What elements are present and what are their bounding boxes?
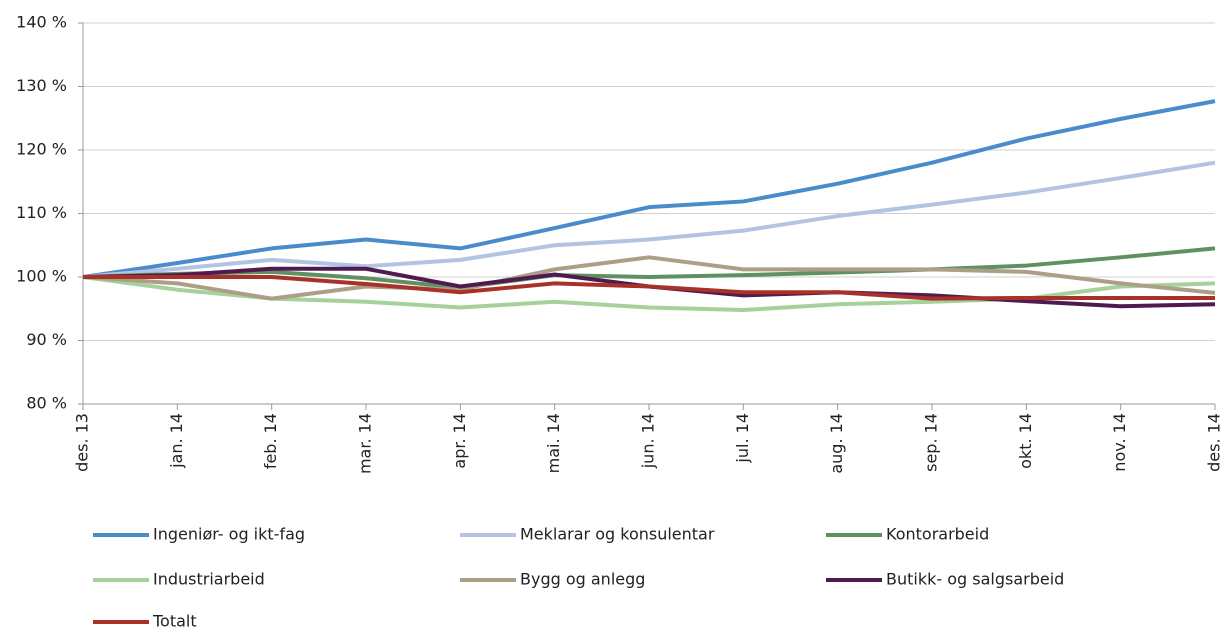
x-tick-label: feb. 14 <box>261 413 280 469</box>
series-line <box>82 275 1216 313</box>
x-tick-label: apr. 14 <box>450 413 469 469</box>
legend-label: Totalt <box>152 612 197 631</box>
legend-label: Industriarbeid <box>153 570 265 589</box>
y-tick-label: 100 % <box>16 267 67 286</box>
y-tick-label: 90 % <box>26 330 67 349</box>
legend-label: Ingeniør- og ikt-fag <box>153 525 305 544</box>
series-line <box>82 99 1216 279</box>
y-tick-label: 140 % <box>16 13 67 32</box>
legend-label: Butikk- og salgsarbeid <box>886 570 1064 589</box>
x-tick-label: jan. 14 <box>167 413 186 469</box>
x-tick-label: nov. 14 <box>1110 413 1129 472</box>
legend-label: Bygg og anlegg <box>520 570 645 589</box>
x-tick-label: des. 14 <box>1205 413 1224 472</box>
x-tick-label: aug. 14 <box>827 413 846 474</box>
legend-label: Kontorarbeid <box>886 525 989 544</box>
series-line <box>82 160 1216 279</box>
y-tick-label: 120 % <box>16 140 67 159</box>
x-tick-label: des. 13 <box>73 413 92 472</box>
y-tick-label: 130 % <box>16 76 67 95</box>
x-tick-label: okt. 14 <box>1016 413 1035 469</box>
x-tick-label: jun. 14 <box>639 413 658 469</box>
y-tick-label: 80 % <box>26 394 67 413</box>
series-line <box>82 246 1216 290</box>
x-tick-label: mar. 14 <box>356 413 375 474</box>
series-line <box>82 255 1216 301</box>
x-tick-label: mai. 14 <box>544 413 563 473</box>
x-tick-label: jul. 14 <box>733 413 752 464</box>
y-tick-label: 110 % <box>16 203 67 222</box>
series-line <box>83 275 1215 301</box>
legend-label: Meklarar og konsulentar <box>520 525 715 544</box>
x-tick-label: sep. 14 <box>922 413 941 472</box>
